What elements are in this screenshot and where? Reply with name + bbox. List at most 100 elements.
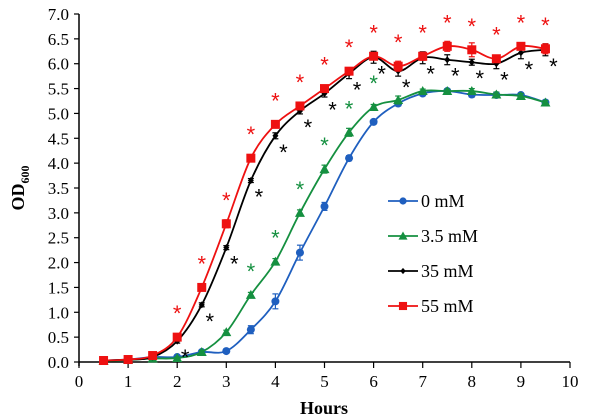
data-point bbox=[270, 119, 280, 129]
data-point bbox=[444, 56, 451, 64]
y-tick-label: 6.0 bbox=[48, 55, 69, 74]
y-tick-label: 7.0 bbox=[48, 5, 69, 24]
y-tick-label: 6.5 bbox=[48, 30, 69, 49]
significance-asterisk: * bbox=[525, 57, 534, 82]
legend-label: 3.5 mM bbox=[421, 226, 478, 246]
data-point bbox=[221, 327, 232, 337]
data-point bbox=[172, 332, 182, 342]
significance-asterisk: * bbox=[304, 115, 313, 140]
legend-label: 55 mM bbox=[421, 296, 474, 316]
data-point bbox=[368, 101, 379, 111]
significance-asterisk: * bbox=[345, 96, 354, 121]
significance-asterisk: * bbox=[230, 252, 239, 277]
legend: 0 mM 3.5 mM 35 mM 55 mM bbox=[388, 191, 478, 316]
y-axis-title-subscript: 600 bbox=[18, 166, 32, 184]
data-point bbox=[319, 164, 330, 174]
y-tick-label: 0.5 bbox=[48, 328, 69, 347]
data-point bbox=[270, 256, 281, 266]
data-point bbox=[99, 356, 109, 366]
legend-item: 35 mM bbox=[388, 261, 474, 281]
significance-asterisk: * bbox=[500, 68, 509, 93]
significance-asterisk: * bbox=[443, 10, 452, 35]
significance-asterisk: * bbox=[296, 70, 305, 95]
y-tick-label: 4.5 bbox=[48, 129, 69, 148]
series-layer: ***************** * * * * ********** * * * * * * * bbox=[98, 10, 558, 370]
data-point bbox=[223, 244, 230, 252]
significance-asterisk: * bbox=[279, 140, 288, 165]
data-point bbox=[491, 54, 501, 64]
series-55-mm: * * * * * * * * * * * * * * * * bbox=[99, 10, 550, 366]
significance-asterisk: * bbox=[418, 20, 427, 45]
significance-asterisk: * bbox=[369, 71, 378, 96]
data-point bbox=[466, 86, 477, 96]
significance-asterisk: * bbox=[345, 35, 354, 60]
data-point bbox=[442, 41, 452, 51]
significance-asterisk: * bbox=[173, 301, 182, 326]
data-point bbox=[148, 351, 158, 361]
significance-asterisk: * bbox=[296, 177, 305, 202]
data-point bbox=[369, 117, 378, 126]
legend-marker-triangle-icon bbox=[398, 231, 408, 240]
legend-item: 55 mM bbox=[388, 296, 474, 316]
data-point bbox=[369, 51, 379, 61]
data-point bbox=[491, 89, 502, 99]
data-point bbox=[540, 97, 551, 107]
legend-item: 3.5 mM bbox=[388, 226, 478, 246]
data-point bbox=[320, 202, 329, 211]
data-point bbox=[442, 86, 453, 96]
data-point bbox=[418, 51, 428, 61]
significance-asterisk: * bbox=[451, 64, 460, 89]
significance-asterisk: * bbox=[320, 133, 329, 158]
legend-label: 35 mM bbox=[421, 261, 474, 281]
data-point bbox=[294, 207, 305, 217]
series-3-5-mm: * * * * * * bbox=[98, 71, 551, 366]
series-0-mm bbox=[99, 87, 550, 365]
data-point bbox=[393, 95, 404, 105]
significance-asterisk: * bbox=[328, 98, 337, 123]
y-tick-label: 0.0 bbox=[48, 353, 69, 372]
series-line bbox=[103, 90, 546, 362]
significance-asterisk: * bbox=[517, 10, 526, 35]
data-point bbox=[246, 325, 255, 334]
significance-asterisk: * bbox=[271, 88, 280, 113]
y-tick-label: 1.5 bbox=[48, 278, 69, 297]
data-point bbox=[172, 353, 183, 363]
significance-asterisk: * bbox=[181, 345, 190, 370]
data-point bbox=[247, 177, 254, 185]
significance-asterisk: * bbox=[476, 66, 485, 91]
significance-asterisk: * bbox=[205, 309, 214, 334]
legend-marker-diamond-icon bbox=[400, 267, 406, 275]
axes: 0 1 2 3 4 5 6 7 8 9 10 0.0 0.5 1.0 1.5 2.0 2.5 3.0 3.5 4.0 4… bbox=[48, 5, 579, 391]
data-point bbox=[123, 355, 133, 365]
significance-asterisk: * bbox=[492, 23, 501, 48]
x-tick-label: 9 bbox=[517, 372, 526, 391]
x-tick-label: 8 bbox=[468, 372, 477, 391]
y-axis-title: OD600 bbox=[8, 166, 32, 211]
data-point bbox=[393, 61, 403, 71]
data-point bbox=[467, 45, 477, 55]
significance-asterisk: * bbox=[402, 75, 411, 100]
data-point bbox=[517, 49, 524, 57]
significance-asterisk: * bbox=[320, 53, 329, 78]
significance-asterisk: * bbox=[247, 259, 256, 284]
data-point bbox=[344, 127, 355, 137]
x-tick-label: 5 bbox=[320, 372, 329, 391]
x-tick-label: 1 bbox=[124, 372, 133, 391]
data-point bbox=[345, 154, 354, 163]
significance-asterisk: * bbox=[549, 54, 558, 79]
y-tick-label: 5.0 bbox=[48, 104, 69, 123]
data-point bbox=[468, 58, 475, 66]
legend-marker-square-icon bbox=[398, 301, 408, 311]
data-point bbox=[295, 248, 304, 257]
x-tick-label: 7 bbox=[418, 372, 427, 391]
data-point bbox=[320, 84, 329, 94]
y-tick-label: 2.0 bbox=[48, 254, 69, 273]
data-point bbox=[417, 86, 428, 96]
legend-item: 0 mM bbox=[388, 191, 465, 211]
x-axis-title: Hours bbox=[300, 398, 348, 418]
data-point bbox=[246, 153, 256, 163]
y-axis-title-main: OD bbox=[8, 183, 28, 210]
y-tick-label: 5.5 bbox=[48, 80, 69, 99]
data-point bbox=[196, 347, 207, 357]
